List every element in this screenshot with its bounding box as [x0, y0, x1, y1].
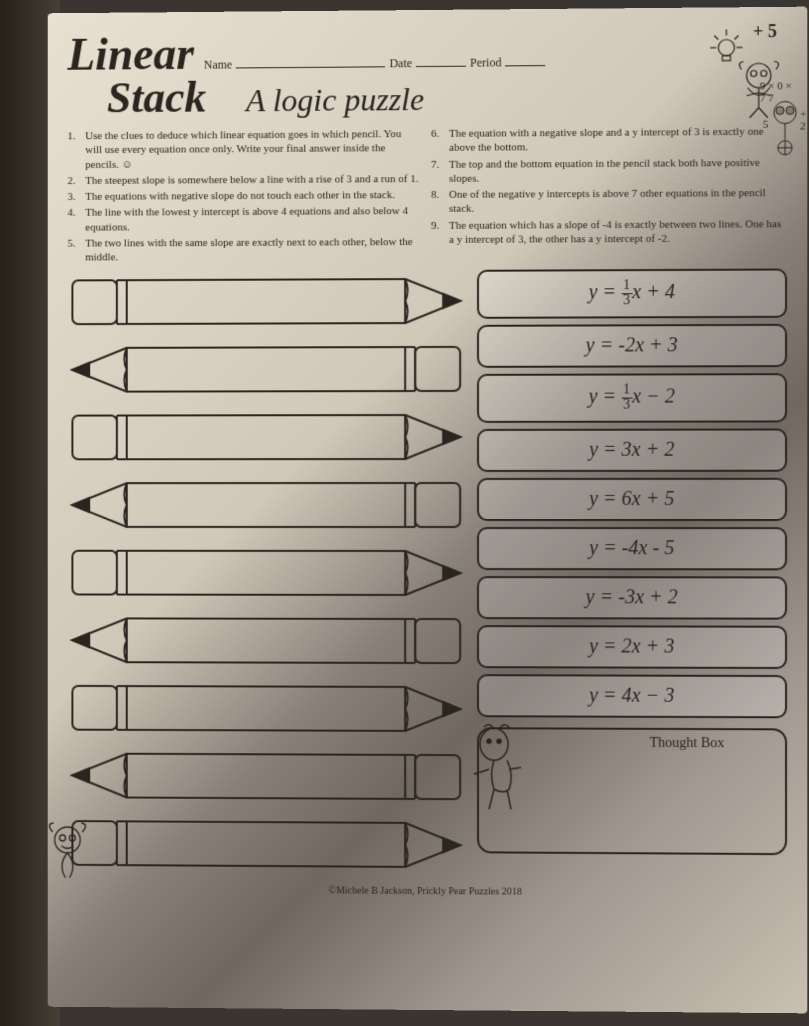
clue-text: The line with the lowest y intercept is …	[85, 205, 419, 235]
name-blank[interactable]	[236, 66, 385, 68]
pencil-slot[interactable]	[67, 541, 465, 603]
pencil-slot[interactable]	[67, 812, 465, 876]
corner-mark: + 5	[753, 21, 777, 42]
subtitle: A logic puzzle	[246, 81, 424, 119]
equation-box[interactable]: y = -3x + 2	[477, 576, 787, 620]
clue-row: 5.The two lines with the same slope are …	[67, 235, 419, 265]
clue-text: Use the clues to deduce which linear equ…	[85, 127, 419, 172]
svg-text:5: 5	[763, 119, 769, 131]
clues-area: 1.Use the clues to deduce which linear e…	[67, 125, 787, 268]
clue-row: 3. The equations with negative slope do n…	[67, 188, 419, 204]
header-row-2: Stack A logic puzzle	[67, 75, 787, 123]
pencil-slot[interactable]	[67, 609, 465, 672]
clue-row: 7.The top and the bottom equation in the…	[431, 155, 787, 186]
thought-box-label: Thought Box	[649, 736, 724, 752]
thought-box[interactable]: Thought Box	[477, 727, 787, 855]
equation-box[interactable]: y = 2x + 3	[477, 625, 787, 669]
clue-number: 5.	[67, 237, 79, 265]
clue-number: 6.	[431, 127, 443, 156]
clue-row: 2. The steepest slope is somewhere below …	[67, 172, 419, 188]
clue-number: 3.	[67, 190, 79, 204]
pencil-stack: 9 × 0 × 7 7 + 5 2	[67, 270, 465, 882]
clue-number: 8.	[431, 188, 443, 217]
clue-text: The equation which has a slope of -4 is …	[449, 217, 787, 247]
equation-box[interactable]: y = 13x + 4	[477, 268, 787, 318]
clue-number: 1.	[67, 129, 79, 172]
svg-text:2: 2	[800, 120, 806, 132]
equation-box[interactable]: y = 13x − 2	[477, 373, 787, 423]
clue-number: 2.	[67, 174, 79, 188]
worksheet-page: + 5 Linear Name Date Period	[48, 7, 808, 1014]
meta-fields: Name Date Period	[204, 55, 546, 73]
pencil-slot[interactable]	[67, 744, 465, 808]
clue-row: 8.One of the negative y intercepts is ab…	[431, 186, 787, 217]
pencil-slot[interactable]	[67, 677, 465, 740]
clue-row: 1.Use the clues to deduce which linear e…	[67, 127, 419, 172]
pencil-slot[interactable]	[67, 270, 465, 333]
pencil-slot[interactable]	[67, 474, 465, 536]
clues-left-col: 1.Use the clues to deduce which linear e…	[67, 127, 419, 267]
pencil-slot[interactable]	[67, 406, 465, 468]
clue-row: 9.The equation which has a slope of -4 i…	[431, 217, 787, 247]
clues-right-col: 6.The equation with a negative slope and…	[431, 125, 787, 266]
clue-text: The steepest slope is somewhere below a …	[85, 172, 418, 188]
period-blank[interactable]	[506, 65, 546, 66]
period-label: Period	[470, 55, 501, 70]
clue-text: The equations with negative slope do not…	[85, 188, 395, 204]
math-doodle: 9 × 0 × 7 7 + 5 2	[755, 77, 809, 161]
svg-text:+: +	[800, 108, 806, 120]
svg-text:7 7: 7 7	[760, 92, 774, 104]
clue-text: The equation with a negative slope and a…	[449, 125, 787, 156]
equation-box[interactable]: y = 6x + 5	[477, 477, 787, 520]
clue-number: 7.	[431, 157, 443, 186]
equation-box[interactable]: y = -2x + 3	[477, 324, 787, 368]
name-label: Name	[204, 58, 232, 73]
date-label: Date	[389, 56, 412, 71]
pencil-slot[interactable]	[67, 338, 465, 401]
title-line2: Stack	[107, 72, 206, 123]
clue-text: One of the negative y intercepts is abov…	[449, 186, 787, 217]
clue-row: 4.The line with the lowest y intercept i…	[67, 205, 419, 235]
clue-text: The top and the bottom equation in the p…	[449, 155, 787, 186]
copyright-text: ©Michele B Jackson, Prickly Pear Puzzles…	[67, 883, 787, 899]
clue-row: 6.The equation with a negative slope and…	[431, 125, 787, 156]
clue-number: 4.	[67, 206, 79, 234]
equation-box[interactable]: y = 3x + 2	[477, 428, 787, 471]
cartoon-bottom-left-icon	[67, 879, 465, 882]
equation-box[interactable]: y = -4x - 5	[477, 527, 787, 570]
equation-box[interactable]: y = 4x − 3	[477, 674, 787, 718]
main-area: 9 × 0 × 7 7 + 5 2	[67, 268, 787, 884]
clue-text: The two lines with the same slope are ex…	[85, 235, 419, 265]
equations-column: y = 13x + 4 y = -2x + 3 y = 13x − 2 y = 3x …	[477, 268, 787, 884]
svg-text:9 × 0 ×: 9 × 0 ×	[760, 80, 792, 92]
date-blank[interactable]	[416, 66, 466, 67]
clue-number: 9.	[431, 219, 443, 248]
